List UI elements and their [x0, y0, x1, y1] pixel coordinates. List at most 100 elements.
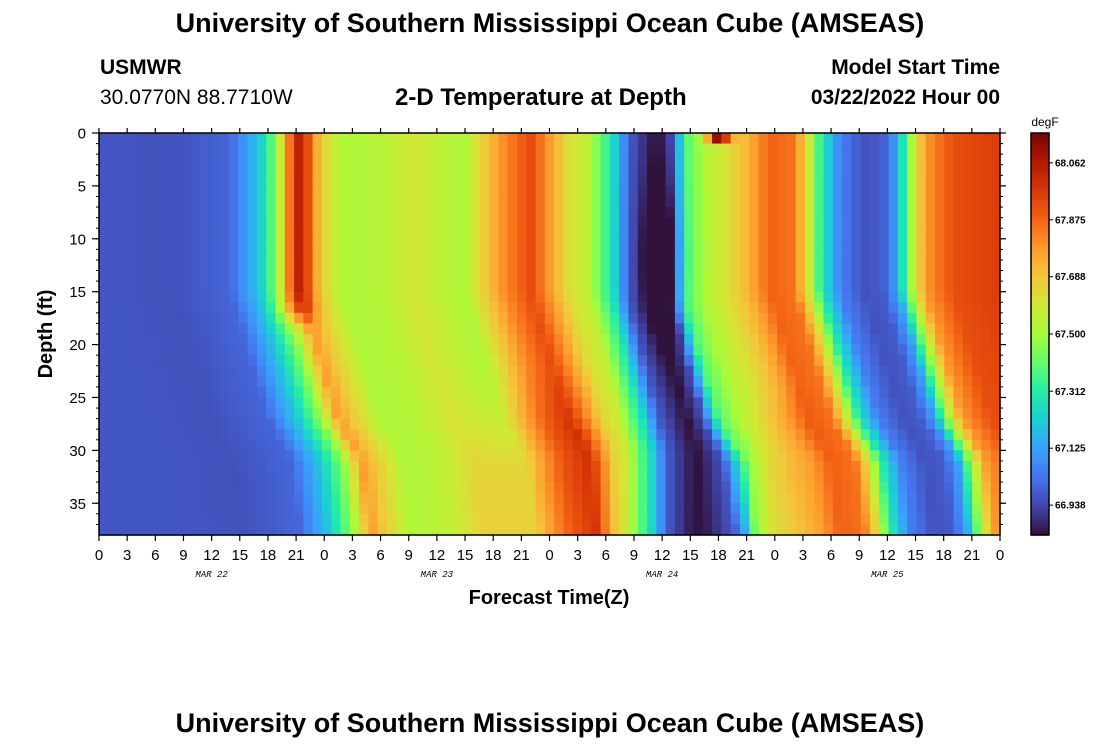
- heatmap-cell: [823, 376, 834, 388]
- heatmap-cell: [108, 503, 119, 515]
- heatmap-cell: [637, 249, 648, 261]
- heatmap-cell: [182, 207, 193, 219]
- heatmap-cell: [173, 334, 184, 346]
- heatmap-cell: [507, 482, 518, 494]
- heatmap-cell: [312, 365, 323, 377]
- heatmap-cell: [164, 429, 174, 441]
- heatmap-cell: [219, 238, 230, 250]
- heatmap-cell: [368, 185, 379, 198]
- heatmap-cell: [526, 196, 537, 208]
- heatmap-cell: [953, 439, 964, 451]
- heatmap-cell: [303, 164, 314, 176]
- heatmap-cell: [544, 228, 555, 240]
- heatmap-cell: [981, 460, 992, 473]
- heatmap-cell: [544, 513, 555, 526]
- heatmap-cell: [842, 365, 852, 377]
- heatmap-cell: [535, 238, 546, 250]
- heatmap-cell: [294, 185, 304, 198]
- heatmap-cell: [479, 365, 490, 377]
- heatmap-cell: [860, 429, 871, 441]
- heatmap-cell: [284, 312, 295, 325]
- heatmap-cell: [907, 207, 917, 219]
- heatmap-cell: [767, 164, 778, 176]
- heatmap-cell: [173, 154, 184, 166]
- heatmap-cell: [238, 270, 249, 282]
- heatmap-cell: [219, 143, 230, 155]
- heatmap-cell: [470, 323, 481, 335]
- heatmap-cell: [962, 450, 973, 462]
- heatmap-cell: [665, 513, 676, 526]
- heatmap-cell: [470, 503, 481, 515]
- heatmap-cell: [340, 334, 351, 346]
- heatmap-cell: [795, 164, 806, 176]
- heatmap-cell: [396, 503, 407, 515]
- colorbar-segment: [1031, 481, 1049, 486]
- heatmap-cell: [684, 196, 695, 208]
- heatmap-cell: [582, 164, 592, 176]
- heatmap-cell: [247, 249, 258, 261]
- heatmap-cell: [182, 281, 193, 293]
- heatmap-cell: [321, 312, 332, 325]
- heatmap-cell: [934, 386, 945, 399]
- colorbar-segment: [1031, 347, 1049, 352]
- heatmap-cell: [266, 164, 277, 176]
- heatmap-cell: [414, 259, 425, 272]
- heatmap-cell: [182, 482, 193, 494]
- heatmap-cell: [702, 175, 713, 187]
- heatmap-cell: [182, 196, 193, 208]
- heatmap-cell: [451, 323, 462, 335]
- heatmap-cell: [739, 471, 750, 483]
- heatmap-cell: [126, 217, 137, 229]
- heatmap-cell: [962, 312, 973, 325]
- heatmap-cell: [210, 291, 221, 303]
- heatmap-cell: [609, 259, 620, 272]
- heatmap-cell: [739, 334, 750, 346]
- heatmap-cell: [925, 185, 936, 198]
- heatmap-cell: [609, 312, 620, 325]
- heatmap-cell: [925, 249, 936, 261]
- heatmap-cell: [739, 302, 750, 314]
- heatmap-cell: [563, 365, 574, 377]
- heatmap-cell: [637, 365, 648, 377]
- heatmap-cell: [489, 323, 500, 335]
- heatmap-cell: [739, 259, 750, 272]
- heatmap-cell: [962, 323, 973, 335]
- heatmap-cell: [544, 238, 555, 250]
- heatmap-cell: [721, 471, 732, 483]
- heatmap-cell: [117, 259, 128, 272]
- heatmap-cell: [786, 397, 797, 409]
- heatmap-cell: [582, 482, 592, 494]
- heatmap-cell: [823, 450, 834, 462]
- heatmap-cell: [897, 429, 908, 441]
- heatmap-cell: [294, 196, 304, 208]
- heatmap-cell: [563, 323, 574, 335]
- heatmap-cell: [414, 217, 425, 229]
- heatmap-cell: [442, 270, 453, 282]
- heatmap-cell: [479, 175, 490, 187]
- heatmap-cell: [396, 238, 407, 250]
- heatmap-cell: [656, 460, 667, 473]
- heatmap-cell: [600, 524, 611, 536]
- heatmap-cell: [712, 334, 722, 346]
- heatmap-cell: [266, 386, 277, 399]
- heatmap-cell: [721, 259, 732, 272]
- heatmap-cell: [164, 482, 174, 494]
- heatmap-cell: [851, 164, 862, 176]
- heatmap-cell: [554, 439, 565, 451]
- heatmap-cell: [591, 185, 602, 198]
- heatmap-cell: [219, 164, 230, 176]
- heatmap-cell: [944, 143, 955, 155]
- heatmap-cell: [424, 133, 434, 145]
- heatmap-cell: [842, 196, 852, 208]
- heatmap-cell: [665, 524, 676, 536]
- heatmap-cell: [647, 482, 657, 494]
- heatmap-cell: [507, 503, 518, 515]
- colorbar-segment: [1031, 263, 1049, 268]
- heatmap-cell: [377, 418, 388, 430]
- heatmap-cell: [563, 143, 574, 155]
- heatmap-cell: [321, 418, 332, 430]
- heatmap-cell: [229, 249, 239, 261]
- heatmap-cell: [721, 228, 732, 240]
- heatmap-cell: [294, 450, 304, 462]
- heatmap-cell: [461, 334, 472, 346]
